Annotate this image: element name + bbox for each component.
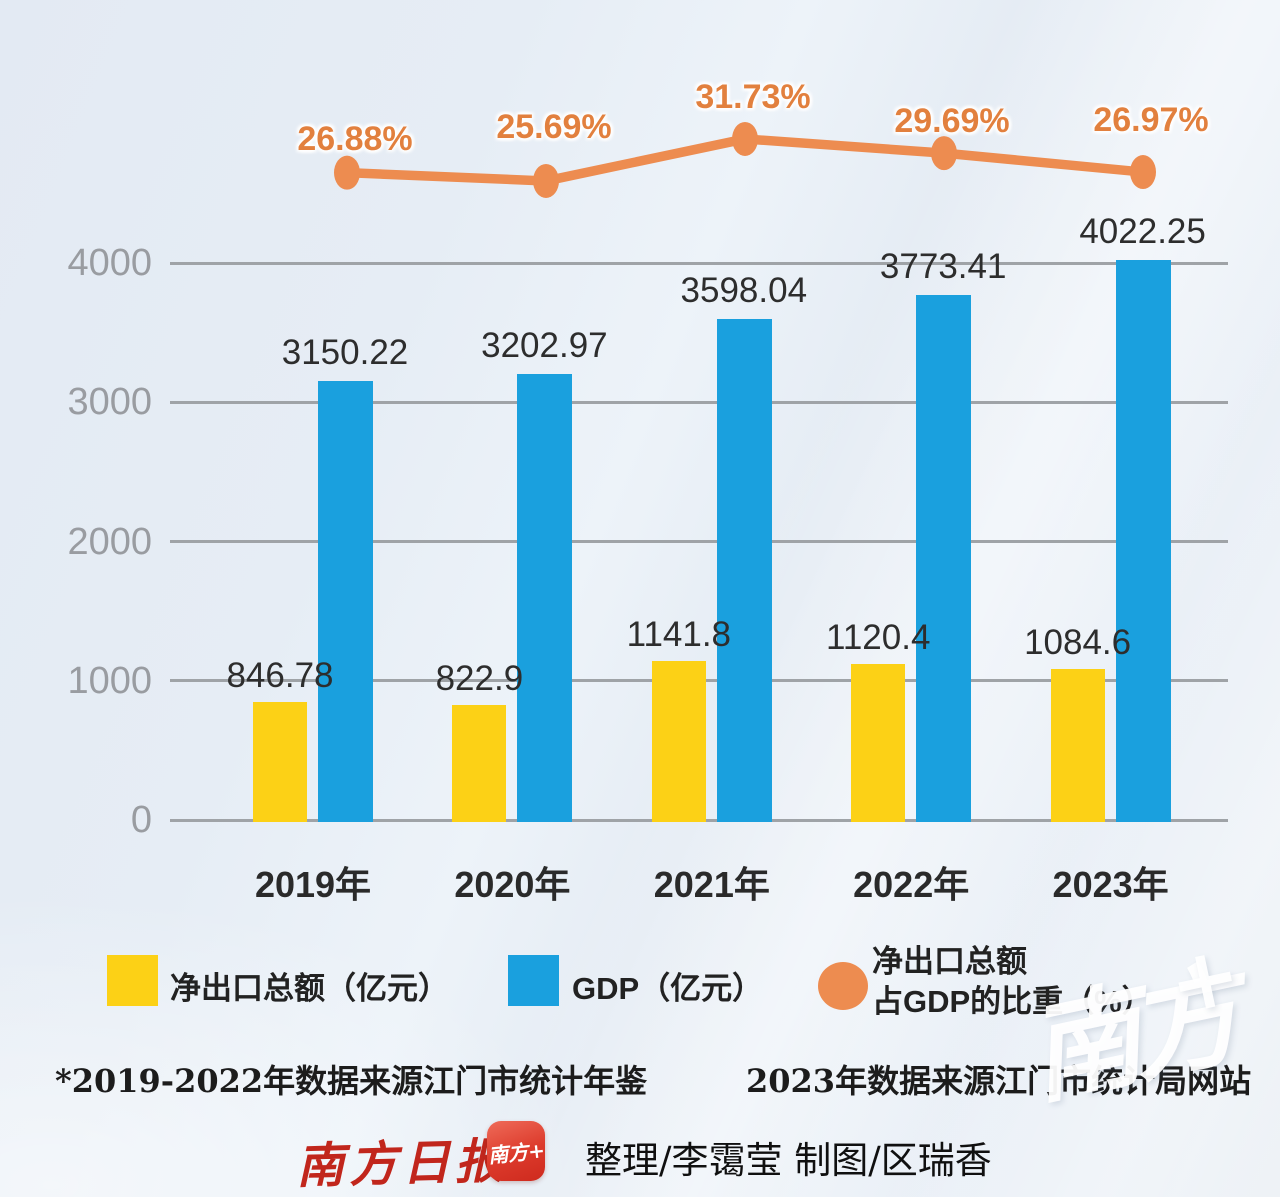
legend-label-gdp: GDP（亿元）: [572, 971, 764, 1006]
bar-gdp-2019年: [318, 381, 373, 822]
credits-text: 整理/李霭莹 制图/区瑞香: [585, 1139, 992, 1182]
value-label-net-exports-2019年: 846.78: [226, 656, 334, 696]
gridline-4000: [170, 261, 1228, 265]
y-axis-tick-0: 0: [130, 799, 152, 841]
bar-net-exports-2023年: [1050, 668, 1105, 822]
y-axis-tick-2000: 2000: [67, 520, 152, 563]
value-label-gdp-2022年: 3773.41: [879, 246, 1007, 286]
value-label-gdp-2020年: 3202.97: [481, 325, 608, 365]
value-label-net-exports-2020年: 822.9: [435, 659, 524, 699]
ratio-point-2023年: [1130, 155, 1156, 190]
value-label-net-exports-2023年: 1084.6: [1024, 622, 1132, 662]
ratio-point-2022年: [931, 136, 957, 171]
bar-gdp-2021年: [716, 318, 772, 822]
legend-label-net-exports: 净出口总额（亿元）: [170, 971, 449, 1006]
ratio-point-2021年: [732, 121, 758, 156]
y-axis-tick-4000: 4000: [67, 242, 152, 284]
x-axis-label-2019年: 2019年: [254, 864, 372, 905]
legend-label-ratio-line1: 净出口总额: [872, 944, 1027, 979]
ratio-label-2022年: 29.69%: [894, 102, 1010, 141]
value-label-gdp-2021年: 3598.04: [680, 270, 808, 310]
bar-net-exports-2020年: [452, 705, 507, 822]
bar-net-exports-2022年: [851, 663, 906, 822]
x-axis-label-2022年: 2022年: [853, 864, 970, 905]
ratio-label-2020年: 25.69%: [496, 107, 612, 146]
x-axis-label-2021年: 2021年: [653, 864, 770, 905]
value-label-gdp-2023年: 4022.25: [1079, 211, 1206, 251]
bar-net-exports-2019年: [253, 702, 307, 822]
y-axis-tick-1000: 1000: [67, 659, 152, 702]
ratio-label-2023年: 26.97%: [1093, 101, 1209, 140]
bar-gdp-2020年: [517, 373, 573, 822]
value-label-gdp-2019年: 3150.22: [281, 333, 409, 373]
value-label-net-exports-2022年: 1120.4: [825, 617, 931, 657]
bar-gdp-2022年: [916, 294, 972, 822]
footnote-source-2: 2023年数据来源江门市统计局网站: [746, 1062, 1252, 1100]
legend-swatch-gdp: [508, 955, 559, 1006]
y-axis-tick-3000: 3000: [67, 381, 152, 424]
x-axis-label-2020年: 2020年: [454, 864, 571, 905]
legend-swatch-ratio: [818, 962, 868, 1010]
legend-swatch-net-exports: [107, 955, 158, 1006]
gridline-2000: [170, 540, 1228, 543]
bar-net-exports-2021年: [651, 661, 706, 822]
footnote-source-1: *2019-2022年数据来源江门市统计年鉴: [55, 1062, 648, 1100]
gridline-3000: [170, 400, 1228, 404]
ratio-point-2020年: [533, 163, 559, 198]
nanfang-plus-app-icon: 南方+: [487, 1121, 546, 1181]
ratio-label-2019年: 26.88%: [297, 119, 413, 158]
bar-gdp-2023年: [1115, 259, 1171, 822]
legend-label-ratio: 净出口总额 占GDP的比重（%）: [872, 942, 1153, 1022]
x-axis-label-2023年: 2023年: [1052, 864, 1169, 905]
legend-label-ratio-line2: 占GDP的比重（%）: [872, 984, 1153, 1019]
ratio-point-2019年: [334, 155, 360, 190]
value-label-net-exports-2021年: 1141.8: [626, 615, 732, 654]
ratio-label-2021年: 31.73%: [695, 77, 811, 116]
